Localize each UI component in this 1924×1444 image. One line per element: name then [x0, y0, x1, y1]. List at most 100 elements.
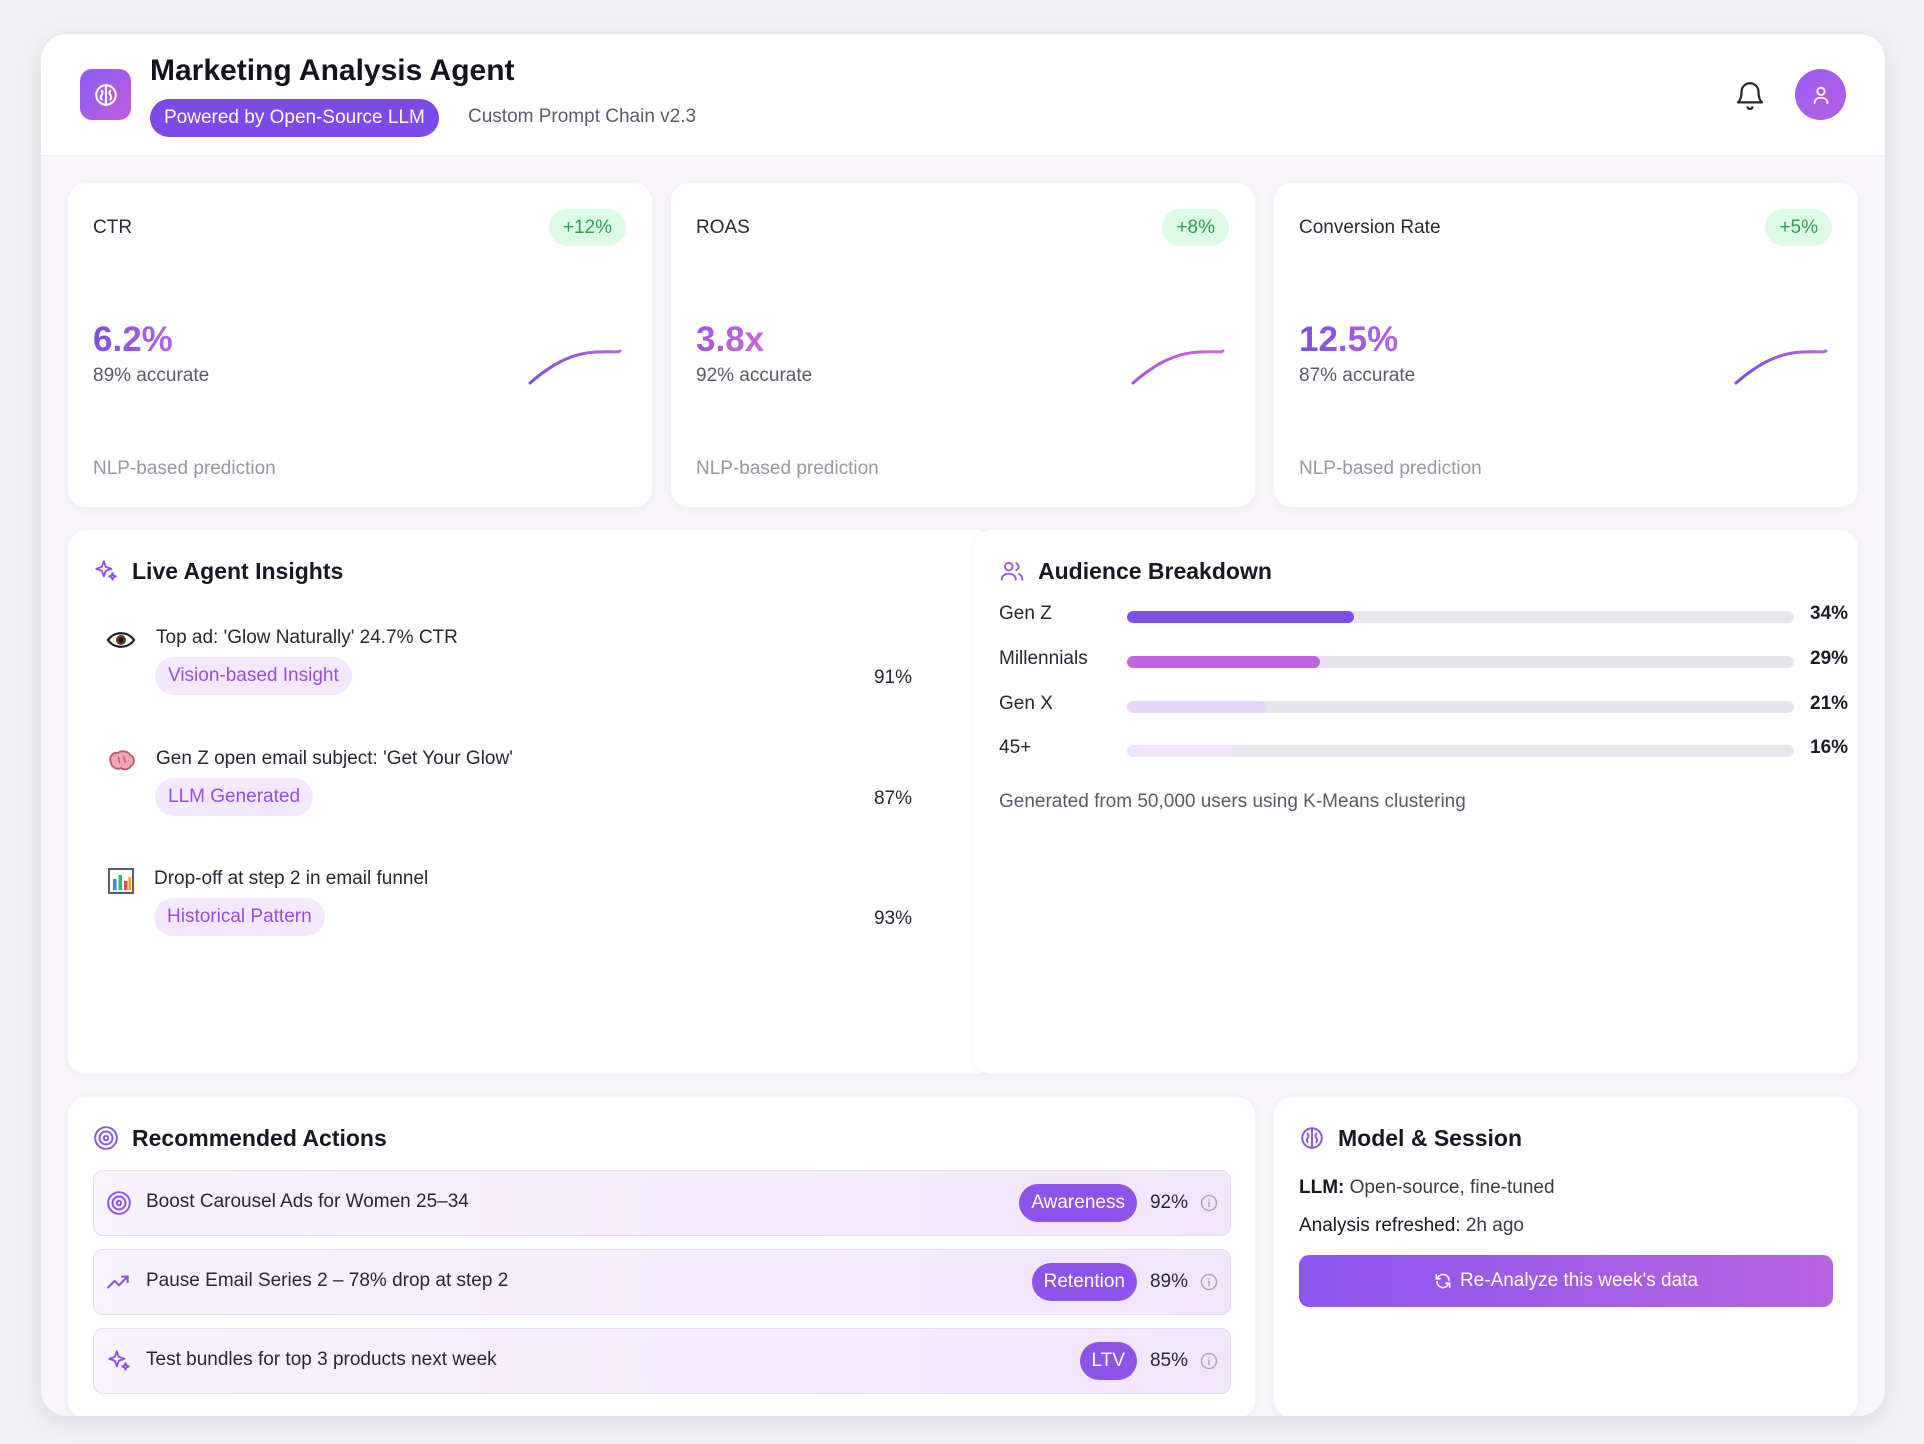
- list-item: Drop-off at step 2 in email funnel Histo…: [68, 862, 950, 972]
- action-tag: Retention: [1031, 1263, 1137, 1301]
- segment-bar-track: [1127, 701, 1794, 713]
- sparkline: [1734, 349, 1828, 385]
- metric-label: CTR: [93, 217, 133, 238]
- brain-logo-icon: [80, 69, 131, 120]
- segment-bar-fill: [1127, 701, 1268, 713]
- insight-confidence: 93%: [873, 908, 912, 929]
- app-window: Marketing Analysis Agent Powered by Open…: [41, 34, 1885, 1416]
- audience-breakdown-card: Audience Breakdown Gen Z 34% Millennials…: [974, 530, 1858, 1074]
- model-session-card: Model & Session LLM: Open-source, fine-t…: [1274, 1097, 1858, 1416]
- metric-value: 3.8x: [696, 320, 765, 359]
- section-title: Recommended Actions: [132, 1125, 387, 1151]
- insight-text: Top ad: 'Glow Naturally' 24.7% CTR: [156, 627, 458, 648]
- brain-icon: [106, 747, 136, 775]
- prompt-chain-version: Custom Prompt Chain v2.3: [468, 106, 697, 127]
- user-avatar[interactable]: [1795, 69, 1846, 120]
- llm-label: LLM:: [1299, 1177, 1345, 1198]
- metric-footnote: NLP-based prediction: [1299, 458, 1482, 479]
- sparkline: [1131, 349, 1225, 385]
- audience-row: Millennials 29%: [999, 648, 1848, 674]
- llm-value: Open-source, fine-tuned: [1349, 1177, 1555, 1198]
- info-icon[interactable]: [1200, 1352, 1218, 1370]
- action-text: Test bundles for top 3 products next wee…: [146, 1349, 497, 1370]
- list-item: Top ad: 'Glow Naturally' 24.7% CTR Visio…: [68, 621, 950, 731]
- segment-percent: 16%: [1810, 737, 1849, 758]
- audience-row: Gen X 21%: [999, 693, 1848, 719]
- insight-text: Gen Z open email subject: 'Get Your Glow…: [156, 748, 513, 769]
- segment-percent: 21%: [1810, 693, 1849, 714]
- audience-row: 45+ 16%: [999, 737, 1848, 763]
- action-confidence: 89%: [1149, 1271, 1188, 1292]
- refresh-info: Analysis refreshed: 2h ago: [1299, 1215, 1524, 1237]
- recommended-actions-card: Recommended Actions Boost Carousel Ads f…: [68, 1097, 1255, 1416]
- metric-accuracy: 89% accurate: [93, 365, 210, 386]
- refresh-icon: [1435, 1273, 1451, 1289]
- metric-card-ctr: CTR +12% 6.2% 89% accurate NLP-based pre…: [68, 183, 652, 507]
- section-title: Model & Session: [1338, 1125, 1523, 1151]
- metric-label: ROAS: [696, 217, 750, 238]
- insight-text: Drop-off at step 2 in email funnel: [154, 868, 429, 889]
- segment-bar-track: [1127, 656, 1794, 668]
- action-tag: Awareness: [1019, 1184, 1137, 1222]
- eye-icon: [106, 626, 136, 654]
- segment-label: 45+: [999, 737, 1032, 758]
- metric-footnote: NLP-based prediction: [93, 458, 276, 479]
- segment-bar-track: [1127, 611, 1794, 623]
- action-item[interactable]: Test bundles for top 3 products next wee…: [93, 1328, 1231, 1394]
- segment-bar-fill: [1127, 745, 1234, 757]
- sparkles-icon: [108, 1350, 130, 1371]
- target-icon: [94, 1126, 118, 1150]
- segment-bar-track: [1127, 745, 1794, 757]
- re-analyze-button[interactable]: Re-Analyze this week's data: [1299, 1255, 1833, 1307]
- llm-badge: Powered by Open-Source LLM: [150, 99, 439, 137]
- sparkles-icon: [95, 560, 117, 581]
- refreshed-value: 2h ago: [1465, 1215, 1524, 1236]
- metric-value: 12.5%: [1299, 320, 1399, 359]
- metric-accuracy: 92% accurate: [696, 365, 813, 386]
- metric-delta-badge: +12%: [548, 209, 626, 246]
- section-title: Audience Breakdown: [1038, 558, 1272, 584]
- segment-percent: 34%: [1810, 603, 1849, 624]
- header: Marketing Analysis Agent Powered by Open…: [41, 34, 1885, 156]
- info-icon[interactable]: [1200, 1273, 1218, 1291]
- audience-row: Gen Z 34%: [999, 603, 1848, 629]
- info-icon[interactable]: [1200, 1194, 1218, 1212]
- metric-card-conversion-rate: Conversion Rate +5% 12.5% 87% accurate N…: [1274, 183, 1858, 507]
- action-confidence: 92%: [1149, 1192, 1188, 1213]
- insight-confidence: 87%: [873, 788, 912, 809]
- segment-percent: 29%: [1810, 648, 1849, 669]
- metric-label: Conversion Rate: [1299, 217, 1441, 238]
- action-item[interactable]: Boost Carousel Ads for Women 25–34 Aware…: [93, 1170, 1231, 1236]
- segment-label: Gen Z: [999, 603, 1052, 624]
- brain-icon: [1301, 1127, 1323, 1149]
- bell-icon[interactable]: [1733, 79, 1767, 113]
- insight-tag: Historical Pattern: [154, 898, 325, 936]
- segment-bar-fill: [1127, 611, 1354, 623]
- metric-footnote: NLP-based prediction: [696, 458, 879, 479]
- action-text: Pause Email Series 2 – 78% drop at step …: [146, 1270, 509, 1291]
- metric-accuracy: 87% accurate: [1299, 365, 1416, 386]
- audience-note: Generated from 50,000 users using K-Mean…: [999, 791, 1466, 812]
- action-text: Boost Carousel Ads for Women 25–34: [146, 1191, 469, 1212]
- live-agent-insights-card: Live Agent Insights Top ad: 'Glow Natura…: [68, 530, 994, 1074]
- refreshed-label: Analysis refreshed:: [1299, 1215, 1461, 1236]
- action-item[interactable]: Pause Email Series 2 – 78% drop at step …: [93, 1249, 1231, 1315]
- metric-delta-badge: +8%: [1162, 209, 1229, 246]
- segment-label: Millennials: [999, 648, 1088, 669]
- insight-tag: LLM Generated: [155, 778, 314, 816]
- insight-confidence: 91%: [873, 667, 912, 688]
- metric-delta-badge: +5%: [1765, 209, 1832, 246]
- llm-info: LLM: Open-source, fine-tuned: [1299, 1177, 1555, 1199]
- section-title: Live Agent Insights: [132, 558, 344, 584]
- action-confidence: 85%: [1149, 1350, 1188, 1371]
- trending-up-icon: [107, 1275, 129, 1289]
- app-title: Marketing Analysis Agent: [150, 54, 515, 87]
- metric-card-roas: ROAS +8% 3.8x 92% accurate NLP-based pre…: [671, 183, 1255, 507]
- insight-tag: Vision-based Insight: [155, 657, 352, 695]
- target-icon: [107, 1191, 131, 1215]
- action-tag: LTV: [1079, 1342, 1137, 1380]
- sparkline: [528, 349, 622, 385]
- segment-label: Gen X: [999, 693, 1053, 714]
- segment-bar-fill: [1127, 656, 1321, 668]
- bar-chart-icon: [106, 867, 136, 895]
